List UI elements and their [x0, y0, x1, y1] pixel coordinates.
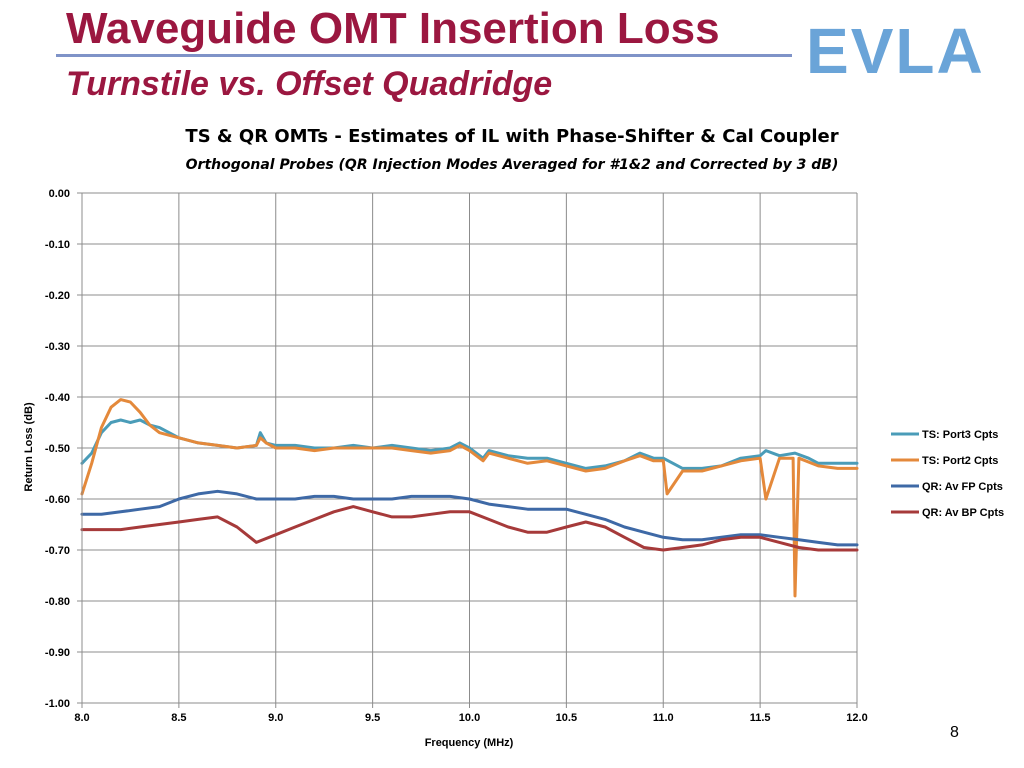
x-tick-label: 11.5: [750, 712, 771, 724]
title-underline: [56, 54, 792, 57]
legend: TS: Port3 Cpts TS: Port2 Cpts QR: Av FP Cp…: [891, 429, 1004, 519]
grid: [81, 192, 858, 704]
series-line-4: [80, 505, 859, 552]
x-tick-label: 9.0: [268, 712, 283, 724]
series-line-3: [80, 489, 859, 547]
y-tick-label: -0.10: [45, 239, 70, 251]
x-tick-label: 12.0: [846, 712, 867, 724]
x-tick-label: 10.5: [556, 712, 577, 724]
x-tick-label: 8.5: [171, 712, 186, 724]
series-layer: [80, 398, 859, 598]
y-tick-label: -0.30: [45, 341, 70, 353]
page-number: 8: [950, 724, 959, 741]
evla-logo: EVLA: [806, 15, 985, 87]
x-tick-label: 11.0: [653, 712, 674, 724]
y-axis-label: Return Loss (dB): [23, 402, 35, 492]
y-tick-label: -0.40: [45, 392, 70, 404]
x-tick-label: 9.5: [365, 712, 380, 724]
legend-label: TS: Port3 Cpts: [922, 429, 998, 441]
chart-title: TS & QR OMTs - Estimates of IL with Phas…: [185, 126, 838, 147]
chart-subtitle: Orthogonal Probes (QR Injection Modes Av…: [186, 157, 839, 173]
slide-title: Waveguide OMT Insertion Loss: [66, 4, 720, 53]
series-line-2: [80, 398, 859, 598]
y-tick-label: -0.90: [45, 647, 70, 659]
y-tick-label: -1.00: [45, 698, 70, 710]
y-tick-label: -0.60: [45, 494, 70, 506]
x-axis-label: Frequency (MHz): [425, 737, 514, 749]
slide-subtitle: Turnstile vs. Offset Quadridge: [66, 65, 553, 103]
y-tick-label: -0.80: [45, 596, 70, 608]
x-tick-label: 10.0: [459, 712, 480, 724]
y-tick-label: -0.70: [45, 545, 70, 557]
y-tick-label: 0.00: [49, 188, 70, 200]
legend-label: QR: Av FP Cpts: [922, 481, 1003, 493]
legend-label: TS: Port2 Cpts: [922, 455, 998, 467]
y-tick-label: -0.20: [45, 290, 70, 302]
legend-label: QR: Av BP Cpts: [922, 507, 1004, 519]
x-tick-label: 8.0: [74, 712, 89, 724]
axes: 0.00 -0.10 -0.20 -0.30 -0.40 -0.50 -0.60 -0.70 -…: [45, 188, 868, 724]
y-tick-label: -0.50: [45, 443, 70, 455]
